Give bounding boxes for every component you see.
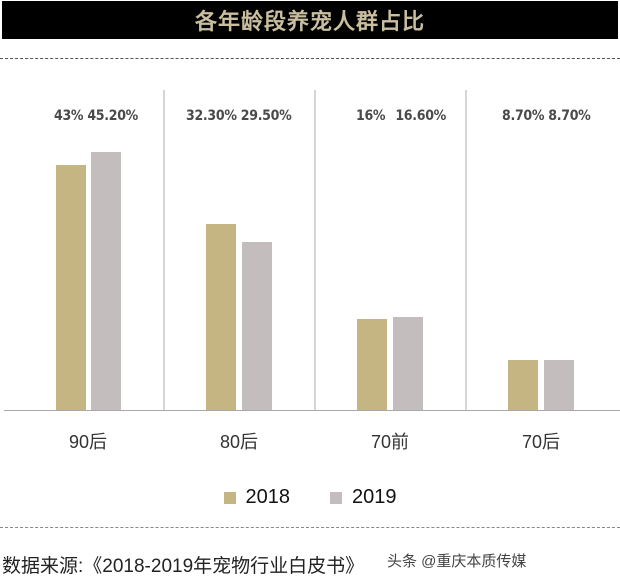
value-label-2019: 8.70% xyxy=(548,108,591,124)
legend-label: 2019 xyxy=(352,486,397,508)
value-label-2019: 16.60% xyxy=(395,108,447,124)
group-divider xyxy=(465,90,467,410)
bar-90s-2018 xyxy=(56,165,86,410)
value-label-pair: 32.30% 29.50% xyxy=(186,108,292,124)
category-label: 70后 xyxy=(521,432,561,452)
legend-item-2019: 2019 xyxy=(330,486,397,509)
bar-80s-2019 xyxy=(242,242,272,410)
legend: 2018 2019 xyxy=(0,486,620,509)
category-label: 80后 xyxy=(219,432,259,452)
value-label-2018: 16% xyxy=(356,108,386,124)
value-label-pair: 43% 45.20% xyxy=(54,108,138,124)
value-label-2019: 29.50% xyxy=(240,108,292,124)
category-label: 90后 xyxy=(68,432,108,452)
bar-90s-2019 xyxy=(91,152,121,410)
watermark: 头条 @重庆本质传媒 xyxy=(387,553,527,570)
value-label-pair: 16% 16.60% xyxy=(356,108,446,124)
value-label-2018: 43% xyxy=(54,108,84,124)
value-label-pair: 8.70% 8.70% xyxy=(502,108,591,124)
value-label-2018: 32.30% xyxy=(186,108,237,124)
value-label-2019: 45.20% xyxy=(87,108,139,124)
legend-swatch-2019 xyxy=(330,491,342,504)
legend-item-2018: 2018 xyxy=(223,486,291,509)
category-label: 70前 xyxy=(370,432,410,452)
bar-70pre-2018 xyxy=(357,319,387,410)
legend-label: 2018 xyxy=(245,486,291,508)
x-axis-baseline xyxy=(4,410,620,411)
legend-swatch-2018 xyxy=(223,491,236,504)
data-source-note: 数据来源:《2018-2019年宠物行业白皮书》 xyxy=(2,556,365,577)
group-divider xyxy=(163,90,165,410)
bar-80s-2018 xyxy=(206,224,236,410)
chart-title: 各年龄段养宠人群占比 xyxy=(194,10,425,35)
bar-70post-2019 xyxy=(544,360,574,410)
bar-70post-2018 xyxy=(508,360,538,410)
bar-70pre-2019 xyxy=(393,317,423,410)
group-divider xyxy=(314,90,316,410)
bottom-dashed-divider xyxy=(0,527,620,528)
value-label-2018: 8.70% xyxy=(502,108,545,124)
top-dashed-divider xyxy=(0,58,620,59)
chart-title-bar: 各年龄段养宠人群占比 xyxy=(2,1,618,39)
